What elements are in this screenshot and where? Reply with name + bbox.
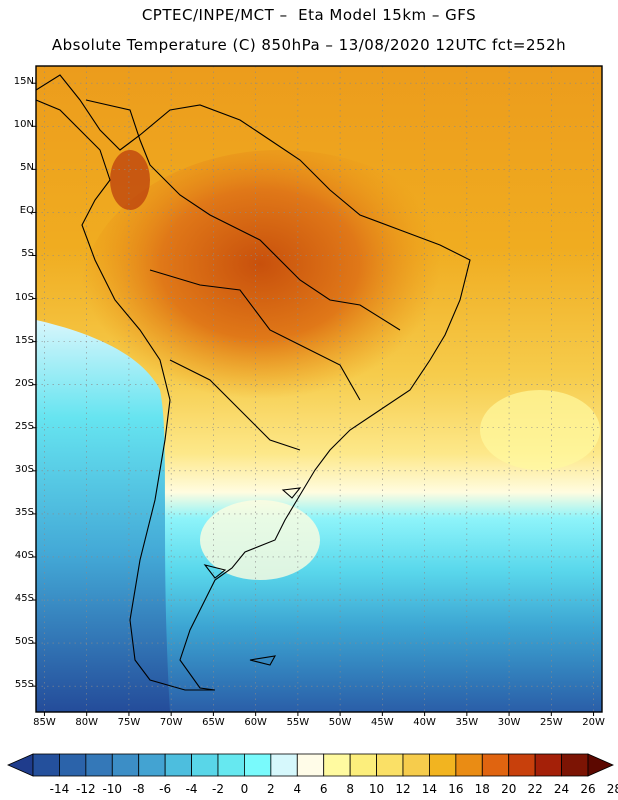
colorbar-cell bbox=[323, 753, 351, 777]
map-field bbox=[36, 66, 602, 712]
longitude-label: 65W bbox=[202, 717, 225, 728]
latitude-label: 15N bbox=[13, 76, 34, 88]
colorbar-tick-label: -4 bbox=[185, 782, 198, 796]
colorbar-cell bbox=[85, 753, 113, 777]
longitude-label: 50W bbox=[328, 717, 352, 728]
longitude-label: 30W bbox=[497, 717, 521, 728]
colorbar-tick-label: 18 bbox=[474, 782, 490, 796]
colorbar-cell bbox=[508, 753, 536, 777]
colorbar-cell bbox=[32, 753, 60, 777]
colorbar-tick-label: 4 bbox=[293, 782, 302, 796]
colorbar-cell bbox=[561, 753, 589, 777]
axis-ticks bbox=[32, 82, 595, 716]
colorbar-tick-label: -12 bbox=[76, 782, 96, 796]
colorbar-tick-label: -8 bbox=[132, 782, 145, 796]
latitude-label: 5N bbox=[20, 162, 34, 174]
map-border bbox=[35, 65, 603, 713]
longitude-label: 25W bbox=[540, 717, 563, 728]
colorbar-cell bbox=[402, 753, 430, 777]
coastlines bbox=[36, 74, 471, 691]
colorbar-cell bbox=[164, 753, 192, 777]
colorbar-tick-label: -10 bbox=[102, 782, 123, 796]
colorbar-cell bbox=[455, 753, 483, 777]
colorbar-tick-label: -2 bbox=[212, 782, 224, 796]
latitude-label: 50S bbox=[14, 636, 34, 648]
latitude-label: 20S bbox=[14, 377, 34, 389]
colorbar-cell bbox=[244, 753, 272, 777]
colorbar-tick-label: 2 bbox=[267, 782, 275, 796]
colorbar-tick-label: 10 bbox=[368, 782, 385, 796]
latitude-label: 10N bbox=[13, 119, 34, 131]
latitude-label: 55S bbox=[14, 679, 34, 691]
colorbar-tick-label: 14 bbox=[421, 782, 438, 796]
colorbar-cell bbox=[376, 753, 404, 777]
colorbar-tick-label: 8 bbox=[346, 782, 354, 796]
colorbar-cell bbox=[59, 753, 87, 777]
latitude-label: 25S bbox=[14, 420, 34, 432]
longitude-label: 60W bbox=[244, 717, 267, 728]
colorbar-tick-label: 6 bbox=[319, 782, 328, 796]
colorbar bbox=[7, 753, 614, 777]
colorbar-cell bbox=[429, 753, 457, 777]
colorbar-cell bbox=[191, 753, 219, 777]
longitude-label: 45W bbox=[371, 717, 394, 728]
longitude-label: 75W bbox=[117, 717, 141, 728]
latitude-label: 15S bbox=[14, 334, 34, 346]
colorbar-cell bbox=[138, 753, 166, 777]
colorbar-tick-label: -6 bbox=[159, 782, 172, 796]
longitude-label: 40W bbox=[413, 717, 436, 728]
colorbar-high-arrow bbox=[587, 753, 614, 777]
latitude-label: 5S bbox=[21, 248, 34, 260]
latitude-label: 40S bbox=[14, 549, 34, 561]
longitude-label: 70W bbox=[159, 717, 183, 728]
colorbar-tick-label: 20 bbox=[501, 782, 517, 796]
colorbar-cell bbox=[534, 753, 562, 777]
latitude-label: 10S bbox=[14, 291, 34, 303]
latitude-label: 35S bbox=[14, 506, 34, 518]
longitude-label: 80W bbox=[75, 717, 98, 728]
colorbar-cell bbox=[111, 753, 140, 777]
colorbar-tick-label: 12 bbox=[395, 782, 411, 796]
latitude-label: 30S bbox=[14, 463, 34, 475]
colorbar-low-arrow bbox=[7, 753, 34, 777]
colorbar-cell bbox=[296, 753, 325, 777]
colorbar-tick-label: 28 bbox=[606, 782, 618, 796]
colorbar-tick-label: 26 bbox=[580, 782, 596, 796]
longitude-label: 35W bbox=[455, 717, 479, 728]
colorbar-cell bbox=[349, 753, 377, 777]
colorbar-cell bbox=[481, 753, 510, 777]
longitude-label: 55W bbox=[286, 717, 310, 728]
colorbar-tick-label: 24 bbox=[553, 782, 570, 796]
latitude-label: 45S bbox=[14, 593, 34, 605]
longitude-label: 85W bbox=[33, 717, 56, 728]
longitude-label: 20W bbox=[582, 717, 605, 728]
colorbar-cell bbox=[270, 753, 298, 777]
colorbar-tick-label: 0 bbox=[240, 782, 249, 796]
map-subtitle: Absolute Temperature (C) 850hPa – 13/08/… bbox=[51, 36, 567, 54]
map-title: CPTEC/INPE/MCT – Eta Model 15km – GFS bbox=[141, 6, 477, 24]
colorbar-cell bbox=[217, 753, 245, 777]
colorbar-tick-label: 22 bbox=[527, 782, 543, 796]
latitude-label: EQ bbox=[19, 205, 34, 217]
colorbar-tick-label: -14 bbox=[49, 782, 70, 796]
colorbar-tick-label: 16 bbox=[448, 782, 464, 796]
graticule bbox=[36, 66, 602, 712]
